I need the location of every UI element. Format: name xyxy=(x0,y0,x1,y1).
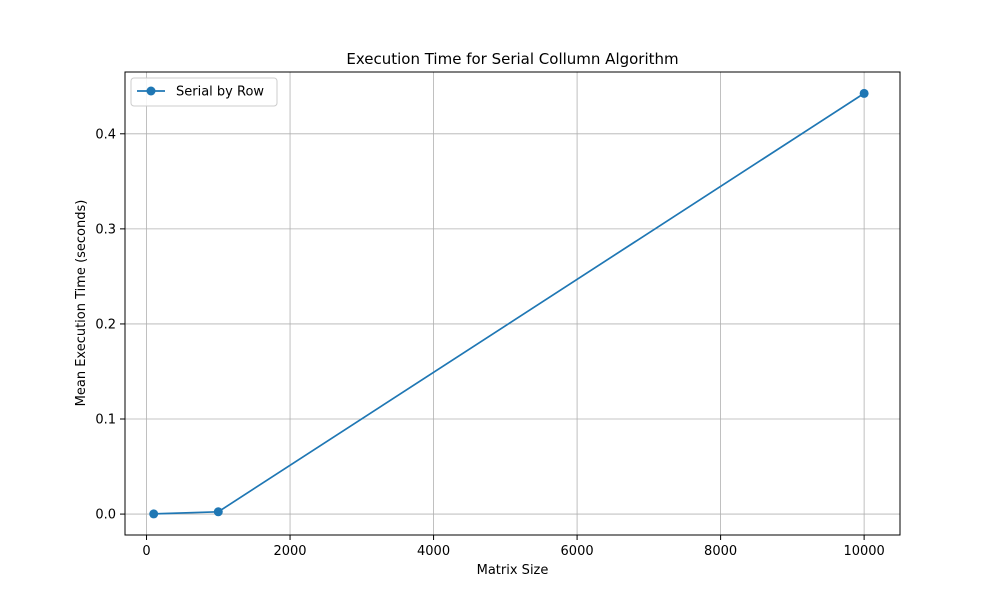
data-point xyxy=(149,509,159,519)
y-tick-label: 0.4 xyxy=(95,127,116,142)
x-tick-label: 8000 xyxy=(704,544,737,559)
y-tick-label: 0.0 xyxy=(95,508,116,523)
y-tick-label: 0.3 xyxy=(95,222,116,237)
x-tick-label: 10000 xyxy=(843,544,884,559)
chart-title: Execution Time for Serial Collumn Algori… xyxy=(346,50,678,68)
grid xyxy=(125,72,900,535)
legend-marker-swatch xyxy=(146,86,156,96)
x-tick-label: 0 xyxy=(142,544,150,559)
legend-box xyxy=(130,77,278,107)
x-axis-label: Matrix Size xyxy=(477,563,549,578)
plot-frame xyxy=(124,71,901,536)
y-tick-label: 0.2 xyxy=(95,317,116,332)
legend: Serial by Row xyxy=(130,77,278,107)
ticks: 0 2000 4000 6000 8000 10000 0.0 0.1 0.2 0.3 0.4 xyxy=(95,127,884,559)
y-tick-label: 0.1 xyxy=(95,413,116,428)
series-layer xyxy=(149,88,869,519)
series-line xyxy=(153,92,865,515)
x-tick-label: 2000 xyxy=(273,544,306,559)
legend-label-serial-by-row: Serial by Row xyxy=(176,85,264,100)
y-axis-label: Mean Execution Time (seconds) xyxy=(74,200,89,407)
data-point xyxy=(213,507,223,517)
data-point xyxy=(859,88,869,98)
x-tick-label: 4000 xyxy=(417,544,450,559)
x-tick-label: 6000 xyxy=(561,544,594,559)
